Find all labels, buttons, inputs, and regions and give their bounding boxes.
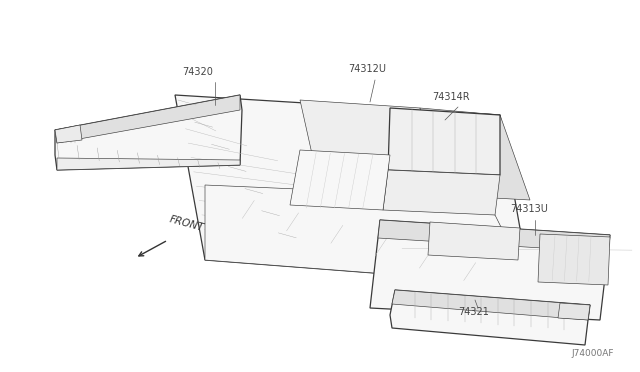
Polygon shape <box>420 108 530 200</box>
Polygon shape <box>538 234 610 285</box>
Text: 74314R: 74314R <box>432 92 470 102</box>
Text: 74312U: 74312U <box>348 64 386 74</box>
Polygon shape <box>390 290 590 345</box>
Polygon shape <box>55 95 242 170</box>
Polygon shape <box>55 125 82 143</box>
Text: 74313U: 74313U <box>510 204 548 214</box>
Polygon shape <box>205 185 530 285</box>
Polygon shape <box>55 95 240 143</box>
Text: J74000AF: J74000AF <box>572 349 614 358</box>
Polygon shape <box>370 220 610 320</box>
Text: 74321: 74321 <box>458 307 489 317</box>
Polygon shape <box>290 150 390 210</box>
Polygon shape <box>300 100 440 200</box>
Polygon shape <box>378 220 610 252</box>
Polygon shape <box>428 222 520 260</box>
Polygon shape <box>383 170 500 215</box>
Polygon shape <box>558 303 590 320</box>
Polygon shape <box>392 290 590 320</box>
Polygon shape <box>175 95 530 285</box>
Text: FRONT: FRONT <box>168 214 205 233</box>
Polygon shape <box>57 158 240 170</box>
Text: 74320: 74320 <box>182 67 213 77</box>
Polygon shape <box>388 108 500 175</box>
